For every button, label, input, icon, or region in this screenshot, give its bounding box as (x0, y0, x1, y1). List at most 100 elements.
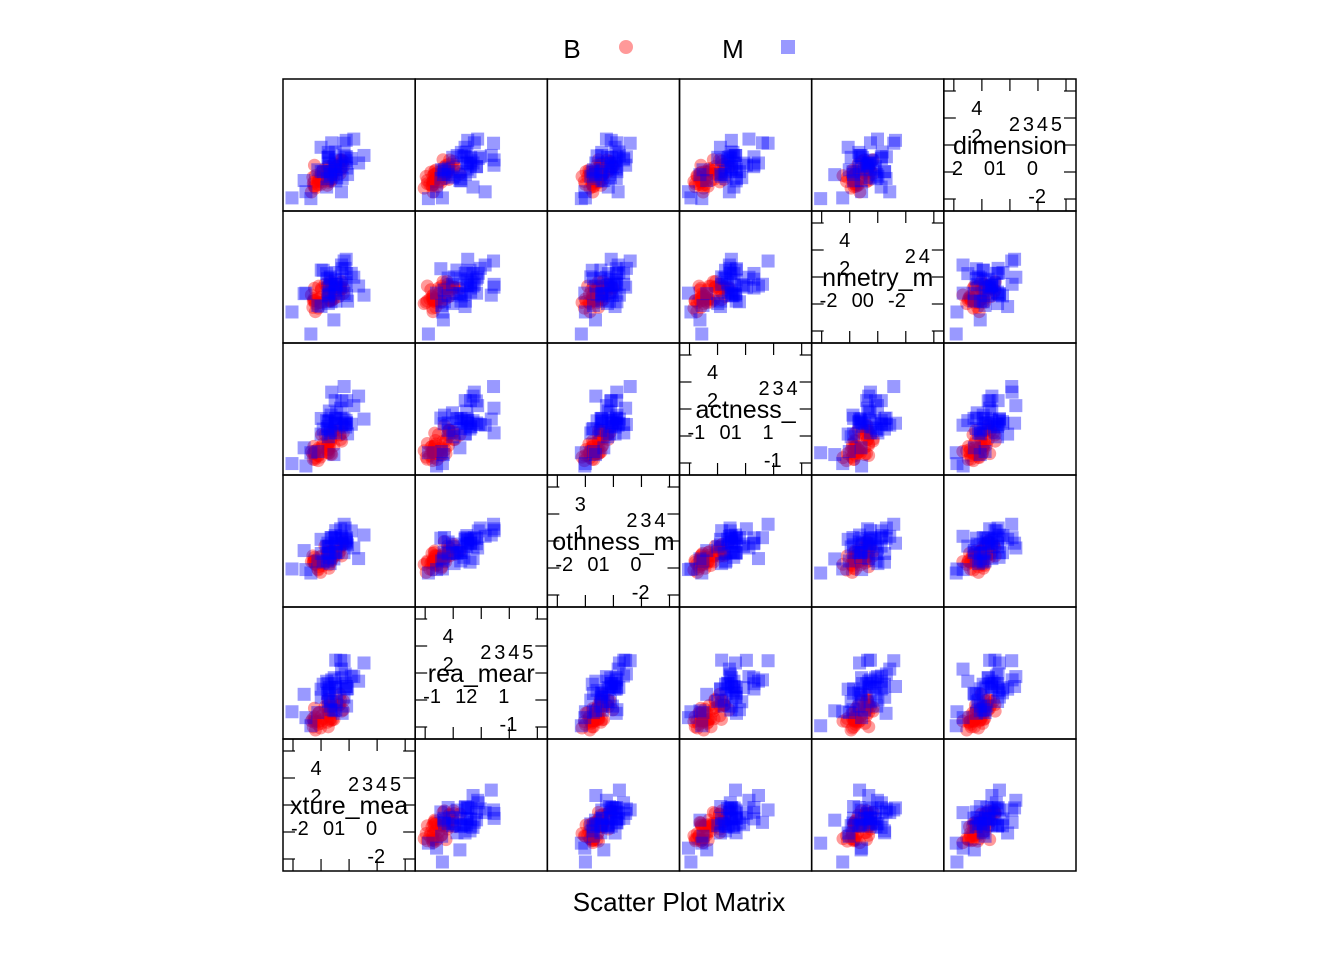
point-m (329, 411, 343, 425)
point-b (587, 453, 601, 467)
diag-tick-label: 2 (971, 126, 982, 148)
point-b (687, 301, 701, 315)
point-b (962, 292, 976, 306)
point-m (322, 156, 336, 170)
point-m (340, 394, 354, 408)
point-m (352, 389, 366, 403)
point-m (344, 417, 358, 431)
point-b (706, 153, 720, 167)
point-m (714, 294, 728, 308)
point-m (487, 401, 501, 415)
point-m (855, 416, 869, 430)
point-m (601, 156, 615, 170)
point-b (688, 180, 702, 194)
point-m (844, 430, 858, 444)
point-m (727, 180, 741, 194)
point-b (845, 169, 859, 183)
point-m (487, 277, 501, 291)
point-m (682, 286, 695, 300)
point-b (698, 294, 712, 308)
point-m (450, 287, 464, 301)
diag-tick-label: 2 (707, 390, 718, 412)
point-m (458, 394, 472, 408)
point-b (426, 288, 440, 302)
point-b (704, 295, 718, 309)
point-b (431, 446, 445, 460)
point-b (713, 164, 727, 178)
point-m (608, 140, 622, 154)
point-b (589, 443, 603, 457)
point-b (585, 442, 599, 456)
point-m (454, 422, 468, 436)
point-m (858, 811, 872, 825)
point-b (859, 447, 873, 461)
point-m (973, 294, 987, 308)
point-b (586, 439, 600, 453)
point-m (328, 145, 342, 159)
point-b (448, 160, 462, 174)
point-b (453, 428, 467, 442)
point-b (595, 439, 609, 453)
point-m (751, 552, 765, 566)
point-b (687, 174, 701, 188)
point-b (593, 290, 607, 304)
point-b (333, 428, 347, 442)
point-m (340, 150, 354, 164)
point-b (860, 172, 874, 186)
point-m (836, 855, 850, 869)
point-b (311, 174, 325, 188)
point-m (682, 711, 695, 725)
point-m (595, 412, 609, 426)
point-b (698, 178, 712, 192)
point-b (588, 447, 602, 461)
point-b (583, 181, 597, 195)
point-m (460, 156, 474, 170)
point-b (582, 295, 596, 309)
point-b (314, 450, 328, 464)
point-m (320, 272, 334, 286)
point-b (425, 439, 439, 453)
point-m (967, 843, 981, 857)
point-b (849, 164, 863, 178)
point-m (860, 158, 874, 172)
point-m (595, 411, 609, 425)
point-b (590, 281, 604, 295)
point-b (596, 166, 610, 180)
point-m (586, 163, 600, 177)
point-m (729, 174, 743, 188)
point-m (985, 279, 999, 293)
point-m (458, 150, 472, 164)
point-b (850, 446, 864, 460)
point-b (577, 301, 591, 315)
point-m (732, 165, 746, 179)
point-m (623, 380, 637, 394)
point-b (333, 281, 347, 295)
point-m (684, 855, 698, 869)
point-m (973, 271, 987, 285)
point-m (847, 411, 861, 425)
point-b (983, 281, 997, 295)
point-m (457, 287, 471, 301)
point-m (441, 289, 455, 303)
point-m (1008, 252, 1022, 266)
point-m (729, 148, 743, 162)
point-m (814, 719, 828, 733)
point-m (610, 150, 624, 164)
point-m (470, 416, 484, 430)
point-m (978, 811, 992, 825)
point-b (845, 163, 859, 177)
point-m (458, 168, 472, 182)
point-b (590, 158, 604, 172)
point-m (976, 263, 990, 277)
point-m (339, 413, 353, 427)
point-m (747, 266, 761, 280)
point-b (306, 452, 320, 466)
point-m (961, 267, 975, 281)
point-m (347, 399, 361, 413)
point-b (314, 178, 328, 192)
point-b (976, 283, 990, 297)
diag-tick-label: 4 (310, 758, 321, 780)
diag-tick-label: 3 (362, 774, 373, 796)
point-m (463, 281, 477, 295)
point-b (324, 434, 338, 448)
